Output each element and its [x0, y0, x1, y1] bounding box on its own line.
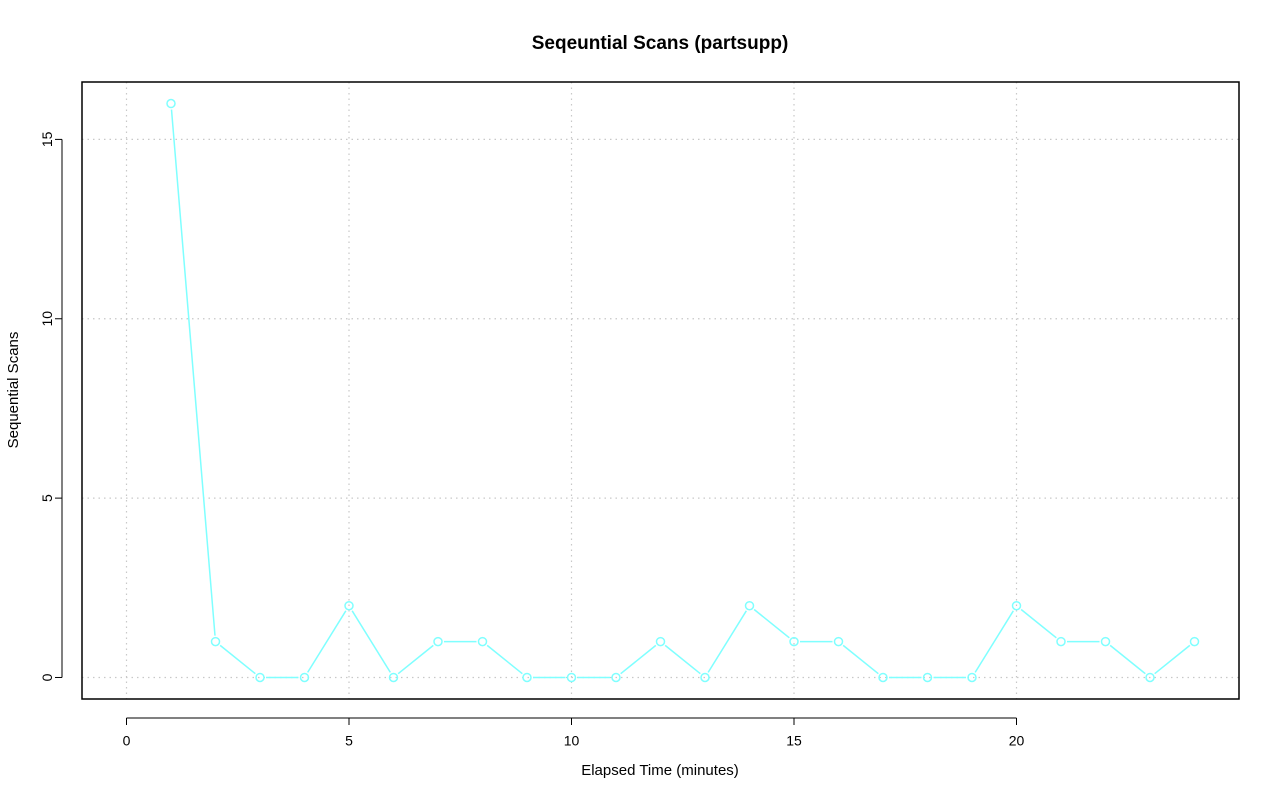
x-tick-label: 0 [123, 732, 131, 748]
data-point [1056, 636, 1066, 647]
series-line-segment [1109, 644, 1146, 675]
data-point [1011, 600, 1022, 611]
x-tick-label: 10 [564, 732, 580, 748]
data-point [566, 672, 577, 683]
data-point [922, 672, 933, 683]
x-tick-label: 15 [786, 732, 802, 748]
y-tick-label: 15 [39, 131, 55, 147]
y-tick-label: 0 [39, 673, 55, 681]
y-axis-label: Sequential Scans [5, 332, 22, 449]
y-tick-label: 10 [39, 311, 55, 327]
series-line-segment [219, 644, 256, 675]
y-axis: 0 5 10 15 [39, 131, 63, 681]
data-point [299, 672, 310, 683]
series-line-segment [842, 644, 879, 675]
series-line-segment [1020, 608, 1057, 639]
x-axis-label: Elapsed Time (minutes) [581, 762, 739, 779]
data-point [700, 672, 710, 683]
series-line-segment [486, 644, 523, 675]
data-point [878, 672, 888, 683]
x-tick-label: 5 [345, 732, 353, 748]
chart-title: Seqeuntial Scans (partsupp) [532, 33, 789, 54]
series-line-segment [170, 109, 216, 636]
series-line-segment [397, 644, 434, 675]
data-point [611, 672, 621, 683]
data-point [210, 636, 221, 647]
grid [82, 82, 1239, 699]
data-point [255, 672, 265, 683]
series-line-segment [664, 644, 701, 675]
series-line-segment [707, 610, 747, 673]
data-point [433, 636, 443, 647]
data-point [166, 98, 176, 109]
x-axis: 0 5 10 15 20 [123, 717, 1025, 748]
data-point [1189, 636, 1200, 647]
series-line-segment [753, 608, 790, 639]
series-line-segment [351, 610, 391, 673]
data-point [477, 636, 488, 647]
series-line-segment [974, 610, 1014, 673]
data-point [522, 672, 532, 683]
y-tick-label: 5 [39, 494, 55, 502]
series-layer [166, 98, 1200, 683]
series-line-segment [1154, 644, 1191, 675]
data-point [388, 672, 399, 683]
data-point [833, 636, 844, 647]
data-point [744, 600, 755, 611]
data-point [967, 672, 977, 683]
data-point [789, 636, 799, 647]
series-line-segment [620, 644, 657, 675]
data-point [1100, 636, 1111, 647]
x-tick-label: 20 [1009, 732, 1025, 748]
plot-frame [81, 81, 1240, 700]
data-point [344, 600, 354, 611]
data-point [1145, 672, 1155, 683]
series-line-segment [307, 610, 347, 673]
data-point [655, 636, 666, 647]
